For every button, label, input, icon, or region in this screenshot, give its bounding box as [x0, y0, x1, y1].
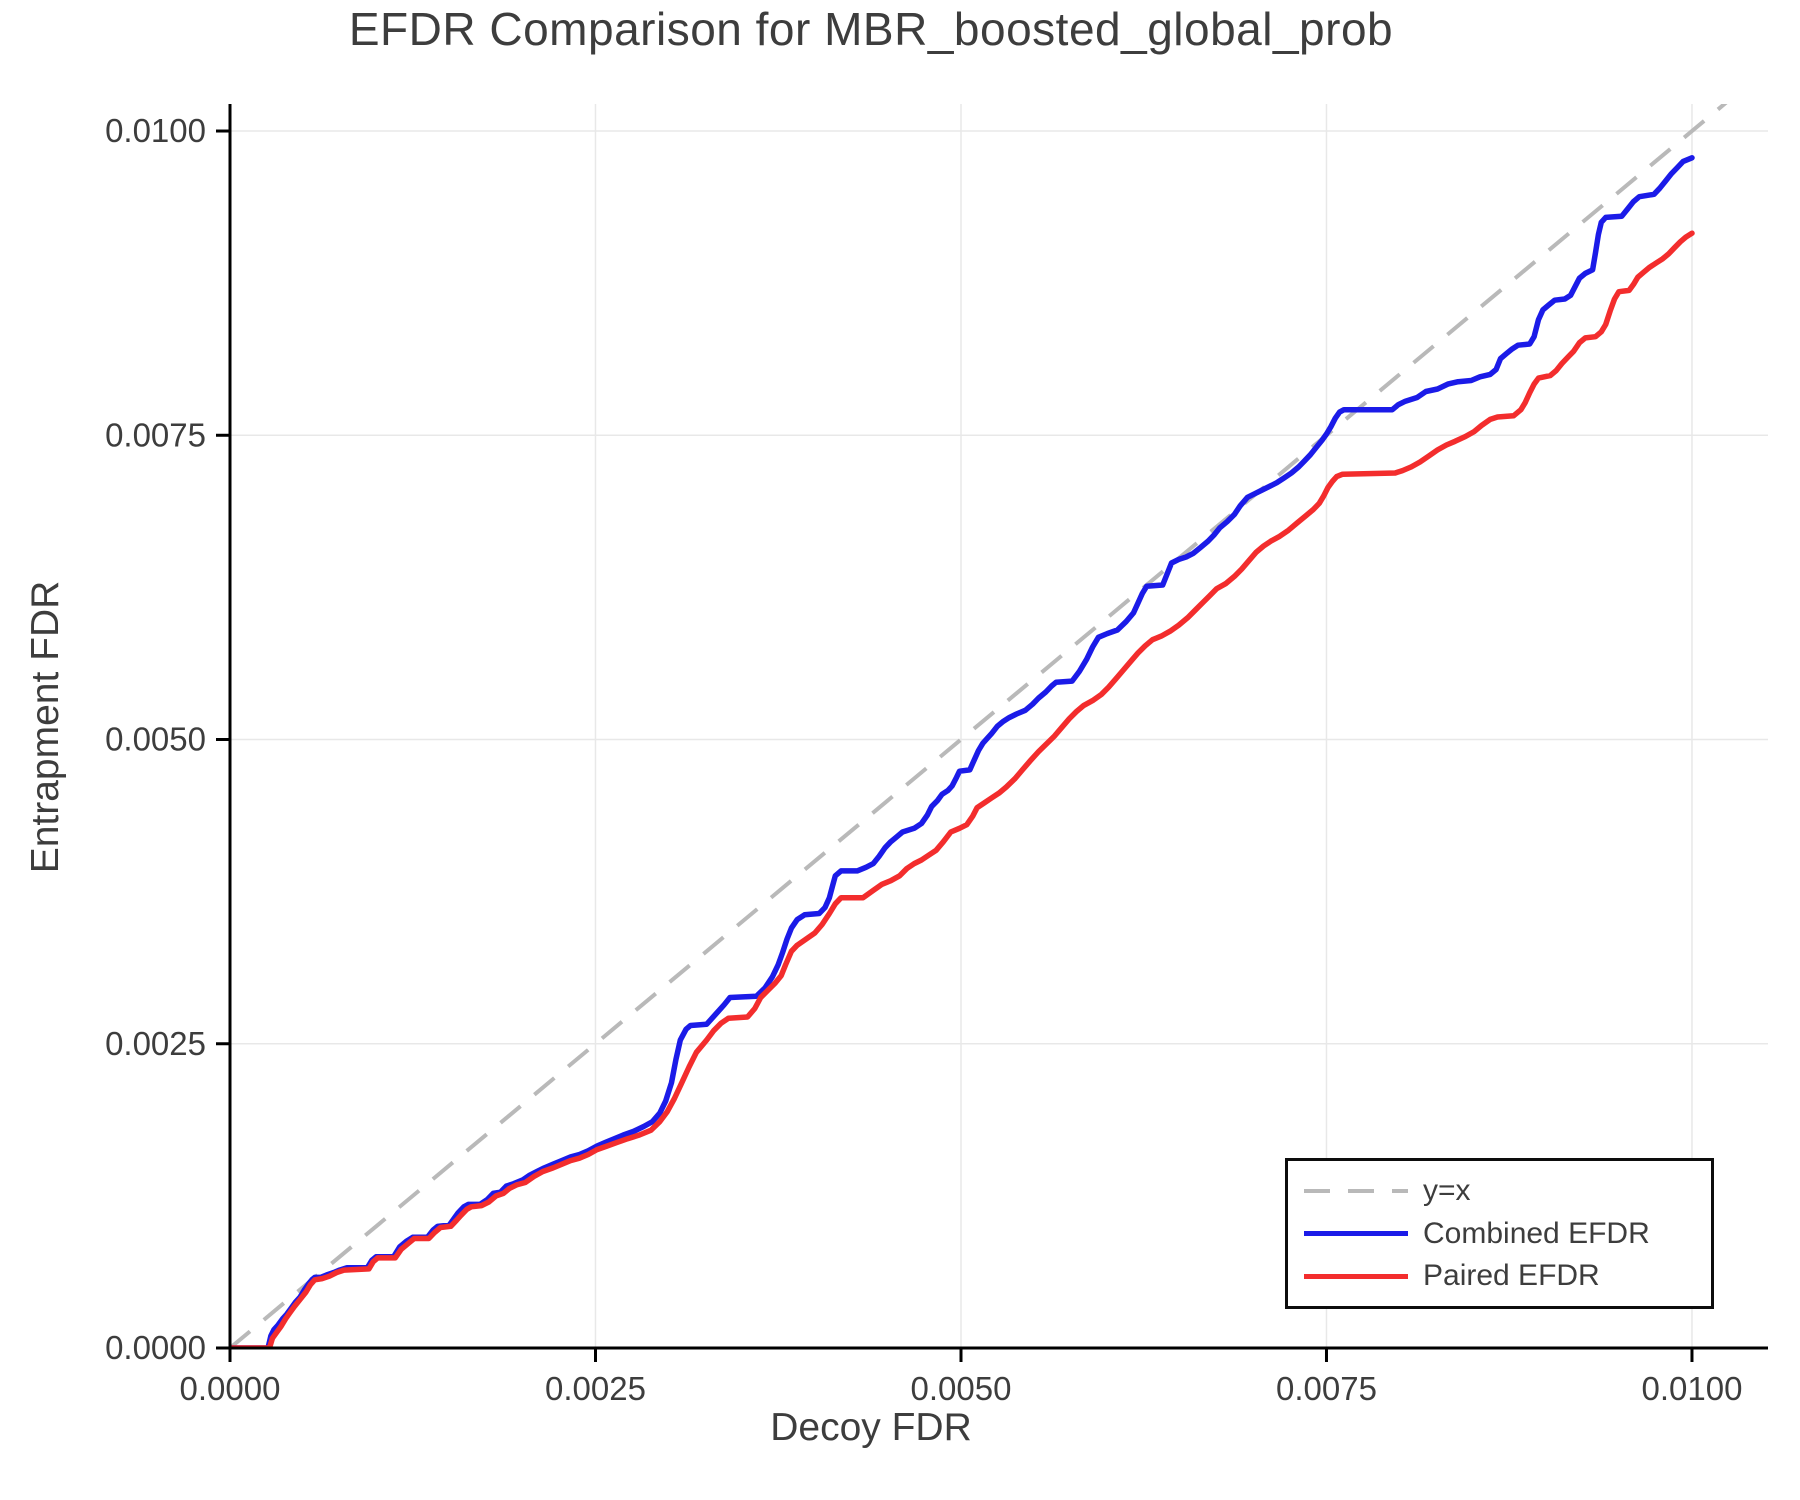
- legend-item-identity: y=x: [1304, 1175, 1703, 1207]
- x-tick-label: 0.0100: [1642, 1370, 1743, 1407]
- x-tick-label: 0.0025: [545, 1370, 646, 1407]
- series-paired-efdr-line: [230, 230, 1695, 1348]
- legend-label: Combined EFDR: [1423, 1216, 1650, 1250]
- legend: y=x Combined EFDR Paired EFDR: [1285, 1158, 1714, 1309]
- paired-efdr-swatch: [1304, 1273, 1408, 1279]
- x-axis-label: Decoy FDR: [770, 1406, 972, 1449]
- y-tick-label: 0.0025: [105, 1025, 206, 1062]
- y-tick-label: 0.0000: [105, 1329, 206, 1366]
- chart-title: EFDR Comparison for MBR_boosted_global_p…: [348, 3, 1394, 55]
- x-tick-label: 0.0050: [911, 1370, 1012, 1407]
- identity-line: [230, 104, 1728, 1348]
- y-tick-label: 0.0100: [105, 112, 206, 149]
- identity-line-swatch: [1304, 1189, 1408, 1193]
- axes: 0.0000 0.0025 0.0050 0.0075 0.0100 0.0000 0.00…: [105, 104, 1768, 1407]
- y-tick-label: 0.0050: [105, 721, 206, 758]
- x-tick-label: 0.0075: [1276, 1370, 1377, 1407]
- gridlines: [230, 104, 1768, 1348]
- x-tick-label: 0.0000: [180, 1370, 281, 1407]
- y-tick-label: 0.0075: [105, 416, 206, 453]
- legend-label: y=x: [1423, 1174, 1471, 1208]
- combined-efdr-swatch: [1304, 1231, 1408, 1236]
- legend-item-paired: Paired EFDR: [1304, 1260, 1703, 1292]
- legend-label: Paired EFDR: [1423, 1259, 1600, 1293]
- series-layer: [230, 104, 1728, 1348]
- legend-item-combined: Combined EFDR: [1304, 1218, 1703, 1250]
